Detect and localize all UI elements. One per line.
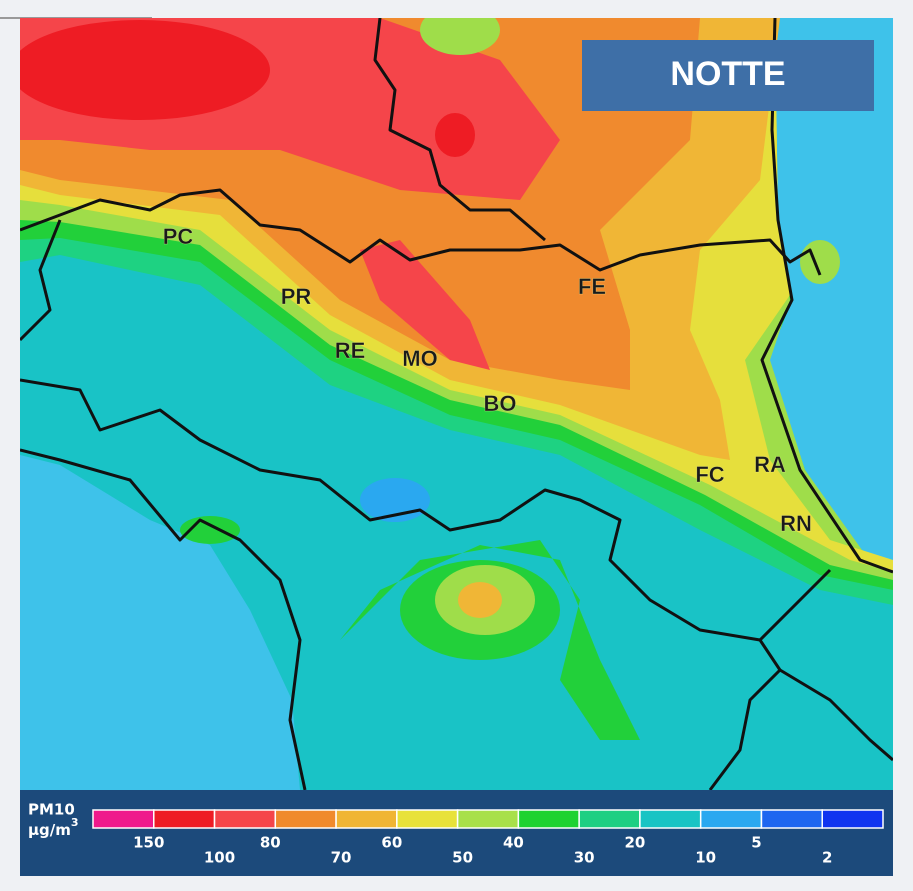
legend-unit: µg/m3 — [28, 816, 79, 839]
map — [20, 18, 893, 790]
city-label: FC — [695, 462, 724, 487]
legend-label: 10 — [695, 849, 716, 867]
legend-swatch — [213, 809, 277, 829]
legend-swatch — [821, 809, 884, 829]
city-label: BO — [484, 391, 517, 416]
legend-swatch — [153, 809, 216, 829]
legend-unit-exp: 3 — [71, 816, 79, 829]
legend-label: 70 — [331, 849, 352, 867]
city-label: MO — [402, 346, 437, 371]
legend-label: 100 — [204, 849, 235, 867]
city-label: FE — [578, 274, 606, 299]
legend-label: 30 — [574, 849, 595, 867]
legend-swatch — [639, 809, 702, 829]
legend-swatch — [578, 809, 641, 829]
legend-swatch — [274, 809, 337, 829]
legend-swatch — [335, 809, 398, 829]
legend-unit-base: µg/m — [28, 821, 71, 839]
city-label: PC — [163, 224, 194, 249]
legend-label: 40 — [503, 834, 524, 852]
legend — [20, 790, 893, 876]
legend-label: 5 — [751, 834, 761, 852]
legend-swatch — [396, 809, 459, 829]
legend-label: 2 — [822, 849, 832, 867]
legend-swatch — [699, 809, 763, 829]
legend-label: 20 — [624, 834, 645, 852]
city-label: PR — [281, 284, 312, 309]
badge-text: NOTTE — [670, 55, 785, 93]
badge — [582, 40, 874, 111]
legend-swatch — [760, 809, 823, 829]
city-label: RA — [754, 452, 786, 477]
city-label: RN — [780, 511, 812, 536]
legend-label: 60 — [381, 834, 402, 852]
legend-label: 80 — [260, 834, 281, 852]
legend-label: 150 — [133, 834, 164, 852]
legend-swatch — [517, 809, 580, 829]
city-label: RE — [335, 338, 366, 363]
legend-label: 50 — [452, 849, 473, 867]
legend-title: PM10 — [28, 801, 75, 819]
legend-swatch — [92, 809, 155, 829]
legend-swatch — [456, 809, 520, 829]
